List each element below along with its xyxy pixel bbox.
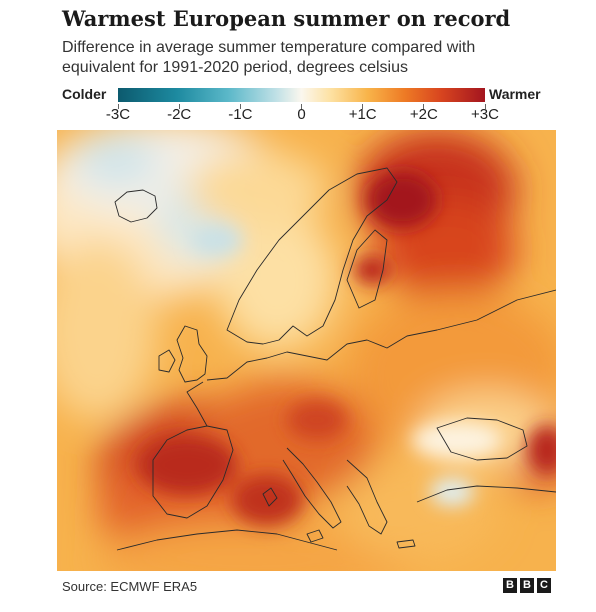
legend-tick-mark: [117, 104, 119, 109]
legend-tick-label: +1C: [348, 106, 377, 123]
source-note: Source: ECMWF ERA5: [62, 579, 198, 594]
legend-tick-mark: [484, 104, 486, 109]
chart-title: Warmest European summer on record: [62, 6, 511, 31]
bbc-logo-letter-1: B: [503, 578, 517, 593]
chart-subtitle: Difference in average summer temperature…: [62, 39, 476, 76]
legend-tick-label: -3C: [105, 106, 131, 123]
legend-tick-mark: [301, 104, 302, 109]
legend-tick-mark: [423, 104, 425, 109]
legend-warmer-label: Warmer: [489, 86, 541, 102]
legend-tick-label: -2C: [167, 106, 192, 123]
anomaly-field: [57, 130, 556, 571]
legend-tick-mark: [239, 104, 241, 109]
legend-tick-label: -1C: [228, 106, 253, 123]
coastlines: [114, 167, 556, 551]
bbc-logo: B B C: [503, 578, 551, 593]
anomaly-detail: [137, 172, 556, 525]
legend-tick-mark: [362, 104, 364, 109]
legend-tick-mark: [178, 104, 180, 109]
map-svg: [57, 130, 556, 571]
legend-tick-label: +2C: [409, 106, 438, 123]
legend-color-scale: [118, 88, 485, 102]
legend-tick-label: +3C: [471, 106, 499, 123]
legend-tick-label: 0: [297, 106, 306, 123]
bbc-logo-letter-2: B: [520, 578, 534, 593]
temperature-anomaly-map: [57, 130, 556, 571]
legend-colder-label: Colder: [62, 86, 107, 102]
bbc-logo-letter-3: C: [537, 578, 551, 593]
